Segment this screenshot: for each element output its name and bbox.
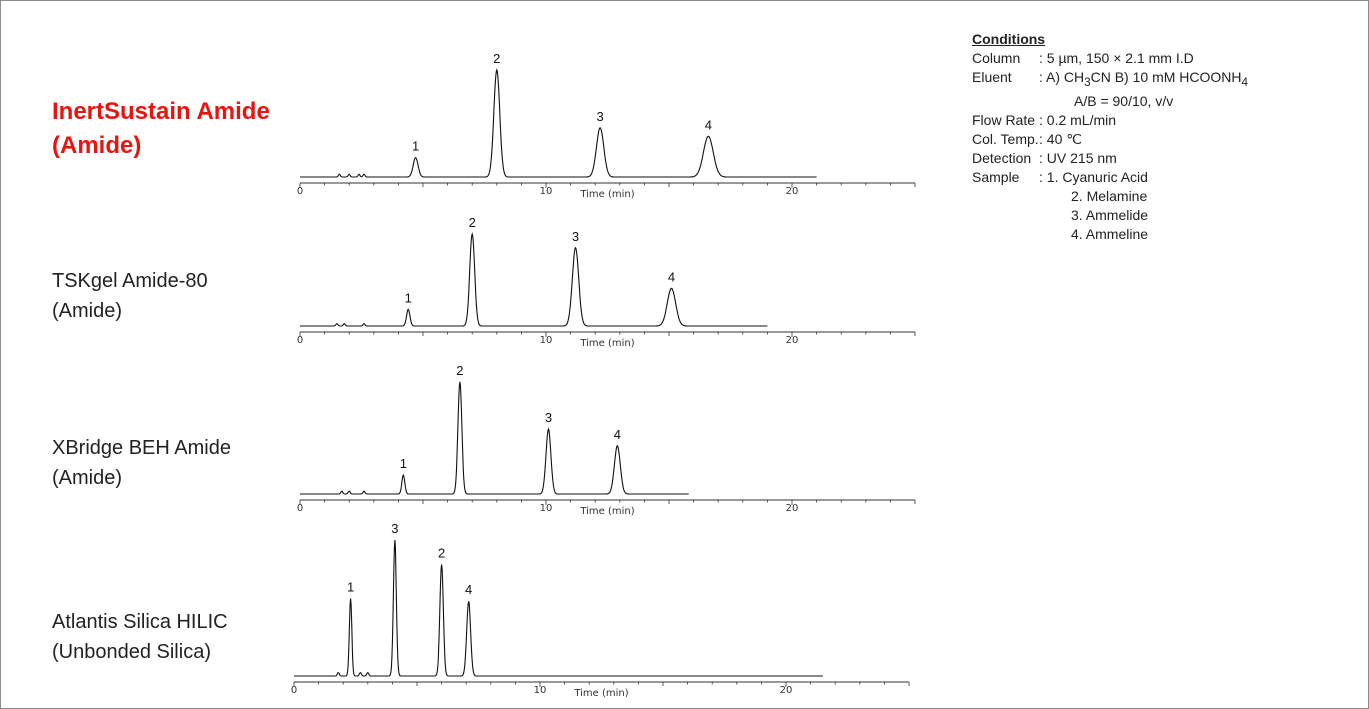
conditions-title: Conditions bbox=[972, 31, 1046, 47]
chromatogram-panel-1: 0 10 20 Time (min) 1 2 3 4 bbox=[297, 51, 916, 200]
x-tick-label: 0 bbox=[297, 503, 303, 514]
peak-label: 3 bbox=[545, 410, 552, 425]
x-axis-title: Time (min) bbox=[579, 338, 634, 349]
condition-detection: Detection : UV 215 nm bbox=[972, 149, 1362, 168]
condition-sample-key: Sample bbox=[972, 168, 1020, 185]
peak-label: 1 bbox=[412, 139, 419, 154]
x-tick-label: 0 bbox=[297, 186, 303, 197]
peak-label: 3 bbox=[391, 521, 398, 536]
column-name-2-line1: TSKgel Amide-80 bbox=[52, 270, 208, 292]
conditions-panel: Conditions Column : 5 µm, 150 × 2.1 mm I… bbox=[972, 30, 1362, 244]
x-tick-label: 20 bbox=[780, 685, 793, 696]
chromatogram-trace bbox=[300, 231, 768, 327]
condition-sample: Sample : 1. Cyanuric Acid bbox=[972, 168, 1362, 187]
peak-label: 4 bbox=[465, 582, 472, 597]
eluent-a-text: : A) CH bbox=[1039, 69, 1085, 85]
x-tick-label: 10 bbox=[534, 685, 547, 696]
condition-eluent-key: Eluent bbox=[972, 69, 1012, 85]
chromatogram-trace bbox=[300, 68, 817, 178]
column-name-3-line1: XBridge BEH Amide bbox=[52, 437, 231, 459]
condition-flow: Flow Rate : 0.2 mL/min bbox=[972, 111, 1362, 130]
x-tick-label: 0 bbox=[291, 685, 297, 696]
chromatogram-panel-3: 0 10 20 Time (min) 1 2 3 4 bbox=[297, 363, 916, 517]
condition-column: Column : 5 µm, 150 × 2.1 mm I.D bbox=[972, 49, 1362, 68]
peak-label: 4 bbox=[705, 117, 712, 132]
column-name-4: Atlantis Silica HILIC (Unbonded Silica) bbox=[52, 607, 228, 667]
peak-label: 2 bbox=[456, 363, 463, 378]
condition-temp-key: Col. Temp. bbox=[972, 130, 1039, 147]
peak-label: 2 bbox=[469, 215, 476, 230]
x-tick-label: 10 bbox=[540, 335, 553, 346]
x-tick-label: 0 bbox=[297, 335, 303, 346]
eluent-b-text: CN B) 10 mM HCOONH bbox=[1090, 69, 1242, 85]
peak-label: 2 bbox=[438, 545, 445, 560]
sample-1: : 1. Cyanuric Acid bbox=[1039, 168, 1148, 185]
chromatogram-trace bbox=[294, 539, 823, 677]
chromatogram-panel-4: 0 10 20 Time (min) 1 3 2 4 bbox=[291, 521, 910, 699]
condition-temp-value: : 40 ℃ bbox=[1039, 130, 1082, 147]
eluent-b-subscript: 4 bbox=[1241, 75, 1248, 89]
chromatogram-panel-2: 0 10 20 Time (min) 1 2 3 4 bbox=[297, 215, 916, 349]
column-name-2-line2: (Amide) bbox=[52, 300, 123, 322]
peak-label: 2 bbox=[493, 51, 500, 66]
condition-flow-value: : 0.2 mL/min bbox=[1039, 111, 1117, 128]
column-name-3: XBridge BEH Amide (Amide) bbox=[52, 433, 231, 493]
sample-2: 2. Melamine bbox=[1071, 187, 1148, 204]
condition-eluent: Eluent : A) CH3CN B) 10 mM HCOONH4 bbox=[972, 68, 1362, 92]
sample-4: 4. Ammeline bbox=[1071, 225, 1149, 242]
condition-column-value: : 5 µm, 150 × 2.1 mm I.D bbox=[1039, 50, 1194, 66]
x-axis-title: Time (min) bbox=[579, 506, 634, 517]
column-name-2: TSKgel Amide-80 (Amide) bbox=[52, 266, 208, 326]
x-tick-label: 20 bbox=[786, 503, 799, 514]
condition-flow-key: Flow Rate bbox=[972, 111, 1036, 128]
peak-label: 4 bbox=[668, 269, 675, 284]
eluent-a-subscript: 3 bbox=[1084, 75, 1091, 89]
condition-column-key: Column bbox=[972, 50, 1021, 66]
x-tick-label: 10 bbox=[540, 186, 553, 197]
peak-label: 3 bbox=[572, 229, 579, 244]
x-tick-label: 20 bbox=[786, 186, 799, 197]
column-name-1: InertSustain Amide (Amide) bbox=[52, 95, 270, 163]
column-name-3-line2: (Amide) bbox=[52, 467, 123, 489]
condition-detection-key: Detection bbox=[972, 149, 1032, 166]
x-axis-title: Time (min) bbox=[573, 688, 628, 699]
peak-label: 1 bbox=[347, 579, 354, 594]
condition-detection-value: : UV 215 nm bbox=[1039, 149, 1117, 166]
column-name-4-line2: (Unbonded Silica) bbox=[52, 641, 211, 663]
chromatogram-trace bbox=[300, 381, 689, 495]
column-name-4-line1: Atlantis Silica HILIC bbox=[52, 611, 228, 633]
column-name-1-line2: (Amide) bbox=[52, 132, 142, 159]
condition-eluent-ratio: A/B = 90/10, v/v bbox=[1074, 92, 1174, 109]
sample-3: 3. Ammelide bbox=[1071, 206, 1149, 223]
x-tick-label: 20 bbox=[786, 335, 799, 346]
peak-label: 1 bbox=[405, 290, 412, 305]
peak-label: 1 bbox=[400, 456, 407, 471]
x-tick-label: 10 bbox=[540, 503, 553, 514]
x-axis-title: Time (min) bbox=[579, 189, 634, 200]
condition-temp: Col. Temp. : 40 ℃ bbox=[972, 130, 1362, 149]
peak-label: 3 bbox=[597, 109, 604, 124]
peak-label: 4 bbox=[614, 427, 621, 442]
condition-eluent-value: : A) CH3CN B) 10 mM HCOONH4 bbox=[1039, 68, 1248, 92]
column-name-1-line1: InertSustain Amide bbox=[52, 98, 270, 125]
